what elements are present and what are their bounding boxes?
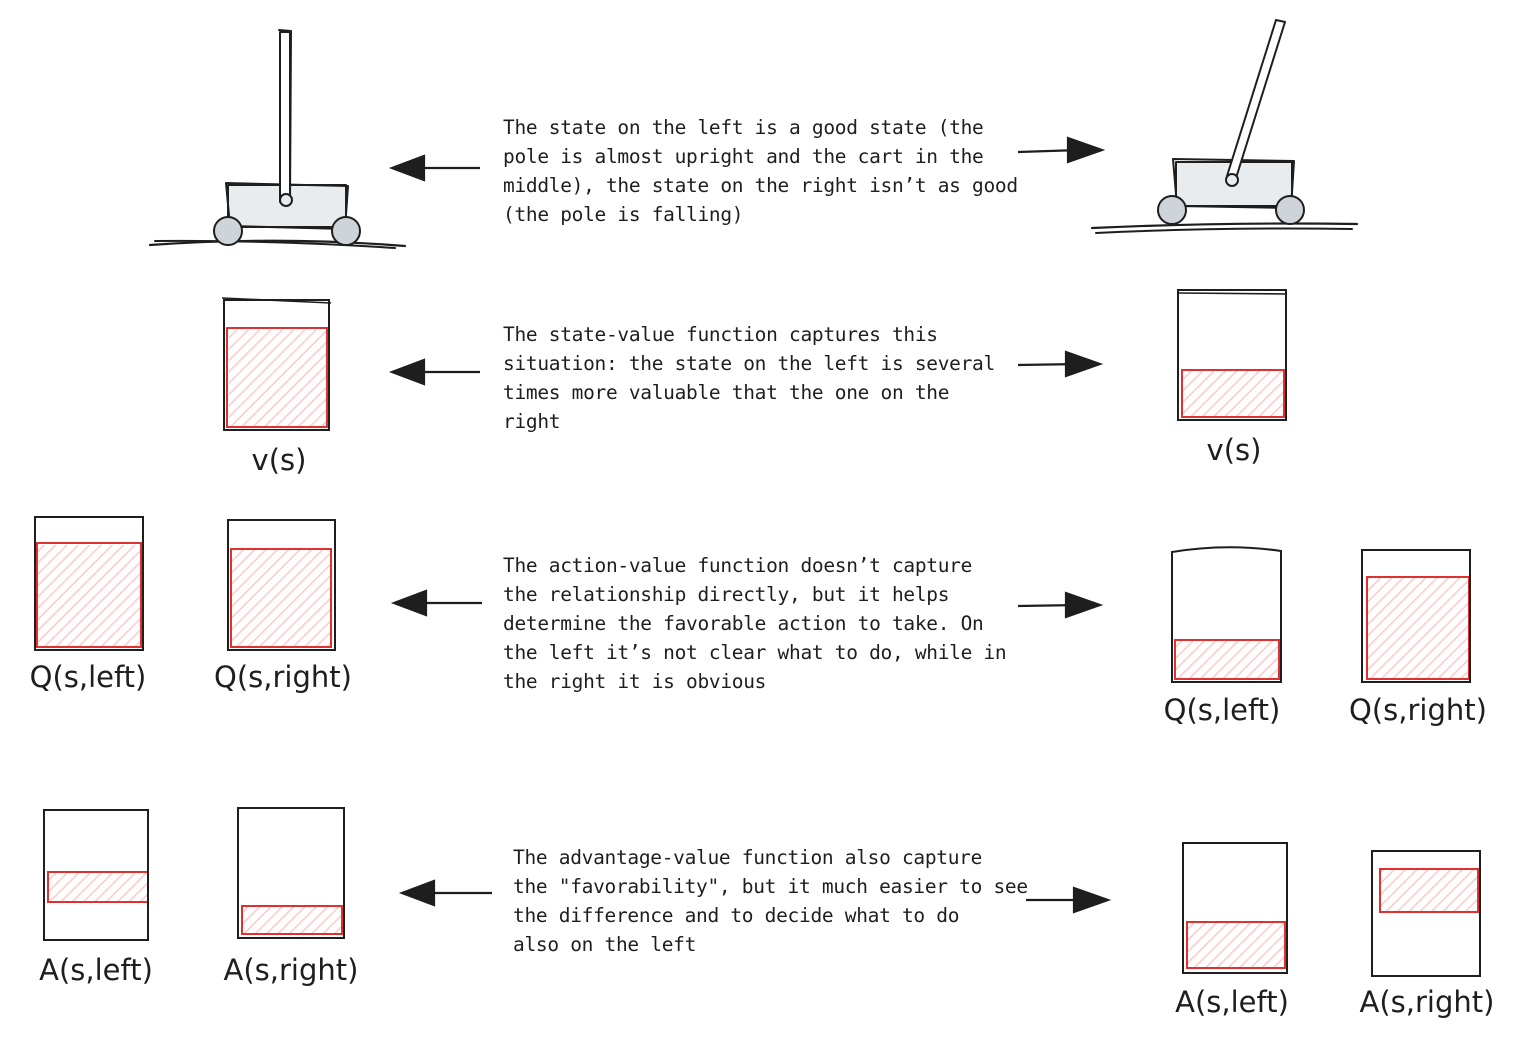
arrow-right-icon xyxy=(1017,591,1104,619)
label-v-right: v(s) xyxy=(1206,433,1262,467)
arrow-left-icon xyxy=(390,589,482,617)
value-bar-a-left-left xyxy=(43,809,149,941)
caption-state-value: The state-value function captures this s… xyxy=(503,323,995,433)
value-bar-a-right-right xyxy=(1371,850,1481,977)
value-bar-q-left-left xyxy=(34,516,144,651)
caption-advantage-value: The advantage-value function also captur… xyxy=(513,846,1028,956)
value-bar-q-right-left xyxy=(1171,546,1282,683)
label-a-right-left: A(s,left) xyxy=(1175,985,1289,1019)
caption-state: The state on the left is a good state (t… xyxy=(503,116,1018,226)
label-q-right-left: Q(s,left) xyxy=(1163,693,1281,727)
cartpole-upright-icon xyxy=(148,29,407,249)
value-bar-q-left-right xyxy=(227,519,336,651)
arrow-left-icon xyxy=(388,358,480,386)
arrow-right-icon xyxy=(1017,136,1106,164)
cartpole-falling-icon xyxy=(1090,19,1359,234)
arrow-left-icon xyxy=(388,154,480,182)
label-q-left-right: Q(s,right) xyxy=(214,660,352,694)
label-q-right-right: Q(s,right) xyxy=(1349,693,1487,727)
arrow-right-icon xyxy=(1026,886,1112,914)
value-bar-q-right-right xyxy=(1361,549,1471,683)
value-bar-v-right xyxy=(1177,289,1287,421)
arrow-left-icon xyxy=(398,879,492,907)
value-bar-a-right-left xyxy=(1182,842,1288,974)
label-a-left-right: A(s,right) xyxy=(223,953,359,987)
arrow-right-icon xyxy=(1017,350,1104,378)
value-bar-a-left-right xyxy=(237,807,345,939)
label-v-left: v(s) xyxy=(251,443,307,477)
label-q-left-left: Q(s,left) xyxy=(29,660,147,694)
arrows xyxy=(388,136,1112,914)
value-bar-v-left xyxy=(221,297,332,431)
caption-action-value: The action-value function doesn’t captur… xyxy=(503,554,1007,693)
label-a-left-left: A(s,left) xyxy=(39,953,153,987)
label-a-right-right: A(s,right) xyxy=(1359,985,1495,1019)
